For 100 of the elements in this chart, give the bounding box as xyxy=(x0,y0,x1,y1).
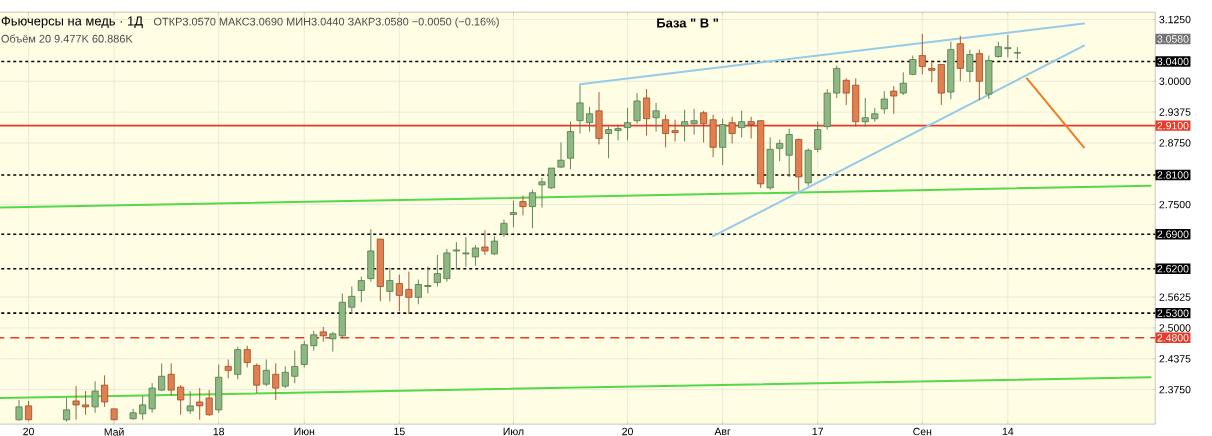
candlestick xyxy=(272,363,280,401)
candlestick xyxy=(538,177,546,208)
candlestick xyxy=(928,60,936,83)
candlestick xyxy=(557,141,565,169)
candlestick xyxy=(281,365,289,389)
candlestick xyxy=(243,345,251,368)
candlestick xyxy=(395,274,403,312)
candlestick xyxy=(148,382,156,414)
x-tick-label: 18 xyxy=(213,427,225,436)
x-tick-label: Май xyxy=(104,427,124,436)
ref-line-label: 3.0400 xyxy=(1157,57,1189,66)
candlestick xyxy=(880,90,888,115)
annotation: Объём 20 9.477K 60.886K xyxy=(1,34,133,43)
y-tick-label: 2.5000 xyxy=(1159,324,1191,332)
x-tick-label: Сен xyxy=(913,427,932,436)
candlestick xyxy=(624,107,632,141)
candlestick xyxy=(547,167,556,190)
ref-line-label: 2.5300 xyxy=(1157,309,1189,317)
y-tick-label: 2.8750 xyxy=(1159,139,1191,147)
candlestick xyxy=(462,236,470,268)
candlestick xyxy=(776,139,784,162)
candlestick xyxy=(72,385,80,421)
candlestick xyxy=(605,126,613,159)
x-tick-label: Авг xyxy=(714,427,731,436)
candlestick xyxy=(681,109,689,142)
candlestick xyxy=(700,110,708,143)
annotation: База " В " xyxy=(657,18,719,28)
candlestick xyxy=(785,128,793,178)
candlestick xyxy=(386,267,394,302)
candlestick xyxy=(519,195,527,216)
y-tick-label: 2.4375 xyxy=(1159,355,1191,363)
candlestick xyxy=(814,121,822,153)
candlestick xyxy=(918,33,926,75)
ref-line-label: 2.8100 xyxy=(1157,171,1189,179)
ref-line-label: 2.6900 xyxy=(1157,230,1189,238)
candlestick xyxy=(291,350,299,384)
x-tick-label: 17 xyxy=(812,427,823,436)
candlestick xyxy=(1013,46,1021,60)
candlestick xyxy=(253,363,261,394)
candlestick xyxy=(528,189,536,229)
candlestick xyxy=(262,359,270,387)
y-tick-label: 2.3750 xyxy=(1159,385,1191,394)
candlestick xyxy=(139,395,147,421)
candlestick xyxy=(861,97,869,128)
candlestick xyxy=(82,390,90,416)
candlestick xyxy=(662,114,670,148)
y-tick-label: 3.0000 xyxy=(1159,77,1191,85)
candlestick xyxy=(25,400,33,422)
candlestick xyxy=(671,119,679,142)
candlestick xyxy=(643,88,651,136)
candlestick xyxy=(890,85,898,115)
candlestick xyxy=(405,271,413,315)
candlestick xyxy=(690,108,698,135)
candlestick xyxy=(471,244,479,267)
candlestick xyxy=(91,380,99,414)
chart-subtitle: ОТКР3.0570 МАКС3.0690 МИН3.0440 ЗАКР3.0580 −0.0050 (−0.16%) xyxy=(153,17,499,28)
x-tick-label: 14 xyxy=(1002,427,1014,436)
candlestick xyxy=(652,102,660,132)
ref-line-label: 2.4800 xyxy=(1157,334,1189,342)
candlestick xyxy=(452,241,460,271)
candlestick xyxy=(728,116,736,144)
candlestick xyxy=(329,331,337,353)
candlestick xyxy=(433,254,441,287)
candlestick xyxy=(300,340,308,368)
x-tick-label: Июн xyxy=(294,427,315,436)
candlestick xyxy=(585,106,594,132)
y-tick-label: 2.5625 xyxy=(1159,293,1191,301)
x-tick-label: 20 xyxy=(23,427,34,436)
candlestick xyxy=(899,71,907,96)
candlestick xyxy=(186,390,194,415)
text: 3.0580 xyxy=(1157,35,1189,43)
candlestick xyxy=(424,266,432,294)
candlestick xyxy=(633,92,641,125)
ref-line-label: 2.9100 xyxy=(1157,121,1189,130)
y-tick-label: 2.7500 xyxy=(1159,200,1191,209)
x-tick-label: 20 xyxy=(622,427,633,436)
candlestick xyxy=(167,363,175,396)
x-tick-label: Июл xyxy=(503,427,524,436)
candlestick xyxy=(509,200,517,228)
candlestick xyxy=(348,286,356,315)
y-tick-label: 3.1250 xyxy=(1159,15,1191,24)
candlestick xyxy=(481,229,489,256)
candlestick xyxy=(101,374,109,408)
chart-title: Фьючерсы на медь · 1Д xyxy=(1,16,143,29)
y-tick-label: 2.9375 xyxy=(1159,108,1191,116)
candlestick xyxy=(747,116,755,139)
ref-line-label: 2.6200 xyxy=(1157,265,1189,273)
candlestick xyxy=(1004,34,1012,58)
candlestick xyxy=(205,389,213,417)
candlestick xyxy=(576,84,584,134)
candlestick xyxy=(966,49,974,83)
candlestick xyxy=(310,330,318,352)
candlestick xyxy=(738,110,746,138)
x-tick-label: 15 xyxy=(394,427,405,436)
candlestick xyxy=(842,77,850,106)
candlestick xyxy=(719,118,727,166)
candlestick xyxy=(357,276,365,303)
candlestick xyxy=(414,279,422,305)
candlestick xyxy=(490,235,498,256)
candlestick xyxy=(177,384,185,416)
